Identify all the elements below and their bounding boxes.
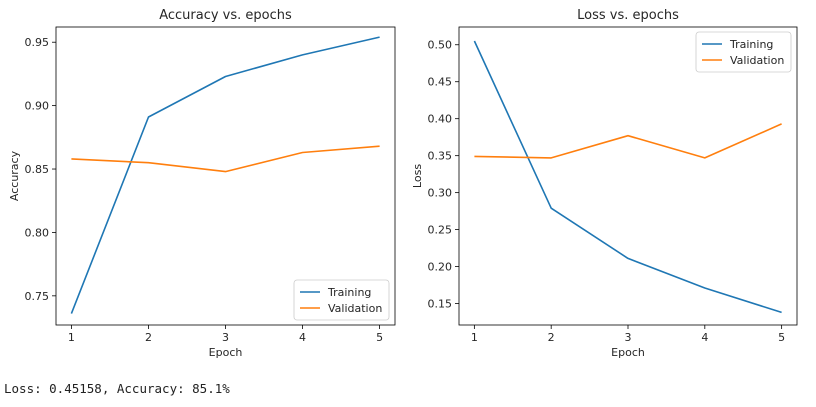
y-tick-label: 0.25 [428,224,453,237]
output-text: Loss: 0.45158, Accuracy: 85.1% [4,381,230,396]
series-line-training [473,40,782,314]
x-tick-label: 2 [145,331,152,344]
y-tick-label: 0.35 [428,150,453,163]
y-tick-label: 0.75 [25,290,50,303]
chart-title: Loss vs. epochs [577,8,679,23]
loss-chart: Loss vs. epochs 1 2 3 4 5 0.15 0.20 0.25 0.30 0.35… [411,8,798,359]
y-tick-label: 0.90 [25,100,50,113]
legend-label-validation: Validation [730,54,784,67]
y-tick-label: 0.40 [428,113,453,126]
series-line-training [70,36,380,314]
legend-box [293,279,390,321]
figure: Accuracy vs. epochs 1 2 3 4 5 0.75 0.80 0.85 0.90… [8,8,798,359]
y-tick-label: 0.80 [25,226,50,239]
x-tick-label: 4 [701,331,708,344]
y-tick-label: 0.30 [428,187,453,200]
x-tick-label: 5 [376,331,383,344]
legend-box [695,31,792,73]
x-tick-label: 5 [778,331,785,344]
y-axis-label: Loss [411,164,424,188]
x-tick-label: 2 [548,331,555,344]
y-tick-label: 0.15 [428,298,453,311]
y-axis-label: Accuracy [8,150,21,201]
x-tick-label: 1 [68,331,75,344]
legend-label-training: Training [327,286,371,299]
legend: Training Validation [293,279,390,321]
legend-label-training: Training [729,38,773,51]
accuracy-chart: Accuracy vs. epochs 1 2 3 4 5 0.75 0.80 0.85 0.90… [8,8,396,359]
x-tick-label: 4 [299,331,306,344]
x-tick-label: 1 [471,331,478,344]
legend: Training Validation [695,31,792,73]
chart-title: Accuracy vs. epochs [159,8,292,23]
y-tick-label: 0.95 [25,36,50,49]
y-tick-label: 0.50 [428,39,453,52]
x-axis-label: Epoch [611,346,645,359]
y-tick-label: 0.45 [428,76,453,89]
y-tick-label: 0.85 [25,163,50,176]
series-line-validation [71,145,380,173]
series-line-validation [474,123,782,159]
x-tick-label: 3 [625,331,632,344]
legend-label-validation: Validation [328,302,382,315]
x-tick-label: 3 [222,331,229,344]
x-axis-label: Epoch [209,346,243,359]
y-tick-label: 0.20 [428,261,453,274]
